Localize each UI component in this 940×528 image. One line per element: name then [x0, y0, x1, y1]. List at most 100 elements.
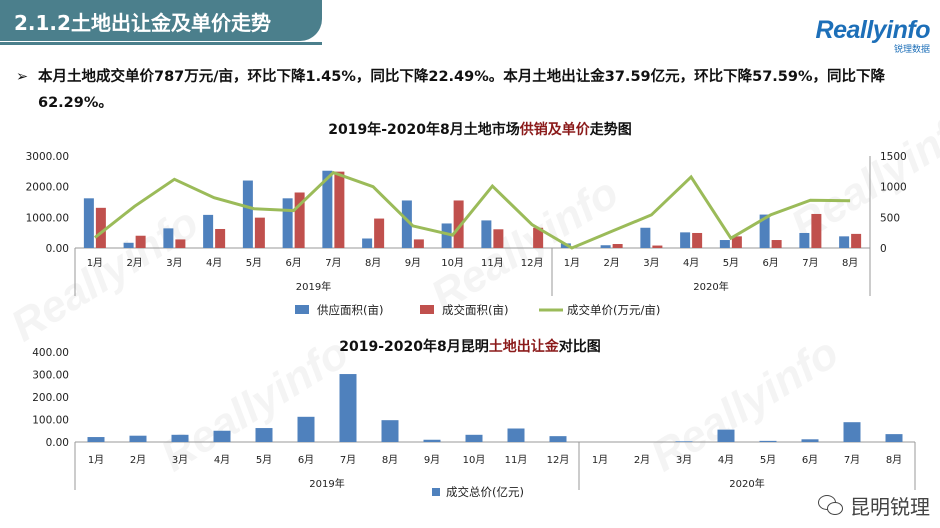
x-tick-label: 7月 [802, 257, 818, 269]
y-left-tick-label: 3000.00 [26, 151, 69, 163]
bar-total-price [759, 440, 777, 442]
section-title: 2.1.2土地出让金及单价走势 [14, 11, 271, 35]
x-tick-label: 9月 [405, 257, 421, 269]
bar-sold-area [652, 245, 663, 248]
bar-sold-area [731, 236, 742, 248]
x-tick-label: 5月 [256, 454, 272, 466]
x-tick-label: 3月 [166, 257, 182, 269]
bar-supply-area [362, 238, 373, 248]
bar-total-price [717, 429, 735, 442]
legend-swatch [295, 305, 309, 314]
x-tick-label: 11月 [481, 257, 504, 269]
legend-swatch [420, 305, 434, 314]
x-tick-label: 5月 [760, 454, 776, 466]
x-tick-label: 6月 [802, 454, 818, 466]
wechat-footer: 昆明锐理 [818, 491, 930, 520]
bullet-arrow-icon: ➢ [16, 69, 29, 85]
x-tick-label: 2月 [603, 257, 619, 269]
y-right-tick-label: 1000 [880, 182, 907, 194]
legend-swatch [432, 488, 440, 496]
bar-total-price [465, 434, 483, 442]
bar-total-price [885, 434, 903, 442]
x-tick-label: 3月 [172, 454, 188, 466]
bar-total-price [675, 441, 693, 442]
y-right-tick-label: 500 [880, 212, 900, 224]
x-tick-label: 11月 [505, 454, 528, 466]
bar-sold-area [294, 192, 305, 248]
x-tick-label: 8月 [365, 257, 381, 269]
brand-logo: Reallyinfo 锐理数据 [815, 16, 931, 55]
bar-sold-area [215, 228, 226, 248]
y-tick-label: 200.00 [32, 392, 69, 404]
bar-sold-area [851, 233, 862, 248]
logo-subtitle: 锐理数据 [893, 45, 930, 55]
y-left-tick-label: 0.00 [46, 243, 69, 255]
bar-sold-area [811, 213, 822, 248]
summary-paragraph: ➢ 本月土地成交单价787万元/亩，环比下降1.45%，同比下降22.49%。本… [16, 64, 918, 116]
bar-total-price [171, 434, 189, 442]
x-tick-label: 3月 [676, 454, 692, 466]
bar-sold-area [612, 244, 623, 248]
bar-supply-area [441, 223, 452, 248]
group-label: 2020年 [693, 280, 728, 293]
x-tick-label: 7月 [340, 454, 356, 466]
bar-supply-area [203, 214, 214, 248]
bar-supply-area [719, 240, 730, 248]
bar-total-price [843, 422, 861, 442]
legend-label: 成交总价(亿元) [446, 485, 524, 499]
x-tick-label: 4月 [214, 454, 230, 466]
group-label: 2019年 [296, 280, 331, 293]
bar-supply-area [759, 214, 770, 248]
x-tick-label: 6月 [285, 257, 301, 269]
bar-total-price [339, 374, 357, 442]
x-tick-label: 10月 [441, 257, 464, 269]
y-left-tick-label: 1000.00 [26, 212, 69, 224]
bar-sold-area [533, 227, 544, 248]
x-tick-label: 4月 [683, 257, 699, 269]
bar-total-price [507, 428, 525, 442]
bar-supply-area [242, 180, 253, 248]
group-label: 2020年 [729, 477, 764, 490]
x-tick-label: 8月 [842, 257, 858, 269]
x-tick-label: 5月 [723, 257, 739, 269]
legend-label: 供应面积(亩) [317, 303, 383, 317]
x-tick-label: 1月 [564, 257, 580, 269]
bar-sold-area [453, 200, 464, 248]
y-tick-label: 300.00 [32, 370, 69, 382]
x-tick-label: 4月 [718, 454, 734, 466]
bar-sold-area [493, 229, 504, 248]
x-tick-label: 2月 [634, 454, 650, 466]
bar-sold-area [135, 235, 146, 248]
summary-text: 本月土地成交单价787万元/亩，环比下降1.45%，同比下降22.49%。本月土… [38, 69, 886, 111]
bar-supply-area [322, 170, 333, 248]
bar-sold-area [413, 239, 424, 248]
legend-label: 成交面积(亩) [442, 303, 508, 317]
bar-sold-area [374, 218, 385, 248]
y-left-tick-label: 2000.00 [26, 182, 69, 194]
wechat-icon [818, 494, 844, 517]
bar-sold-area [175, 239, 186, 248]
chart-title: 2019-2020年8月昆明土地出让金对比图 [339, 338, 600, 355]
y-tick-label: 0.00 [46, 437, 69, 449]
bar-sold-area [771, 240, 782, 248]
bar-sold-area [254, 217, 265, 248]
x-tick-label: 4月 [206, 257, 222, 269]
x-tick-label: 6月 [298, 454, 314, 466]
bar-total-price [381, 420, 399, 442]
header-divider [0, 42, 322, 45]
y-tick-label: 400.00 [32, 347, 69, 359]
x-tick-label: 1月 [592, 454, 608, 466]
bar-supply-area [123, 242, 134, 248]
bar-total-price [297, 416, 315, 442]
group-label: 2019年 [309, 477, 344, 490]
bar-supply-area [680, 232, 691, 248]
land-revenue-chart: 2019-2020年8月昆明土地出让金对比图 0.00 100.00 200.00 30… [32, 338, 916, 499]
logo-wordmark: Reallyinfo [815, 16, 931, 44]
bar-total-price [801, 439, 819, 442]
supply-sales-price-chart: 2019年-2020年8月土地市场供销及单价走势图 0.00 1000.00 2000… [26, 121, 907, 317]
x-tick-label: 3月 [643, 257, 659, 269]
bar-supply-area [640, 227, 651, 248]
line-unit-price [93, 170, 851, 250]
x-tick-label: 2月 [130, 454, 146, 466]
bar-total-price [129, 435, 147, 442]
